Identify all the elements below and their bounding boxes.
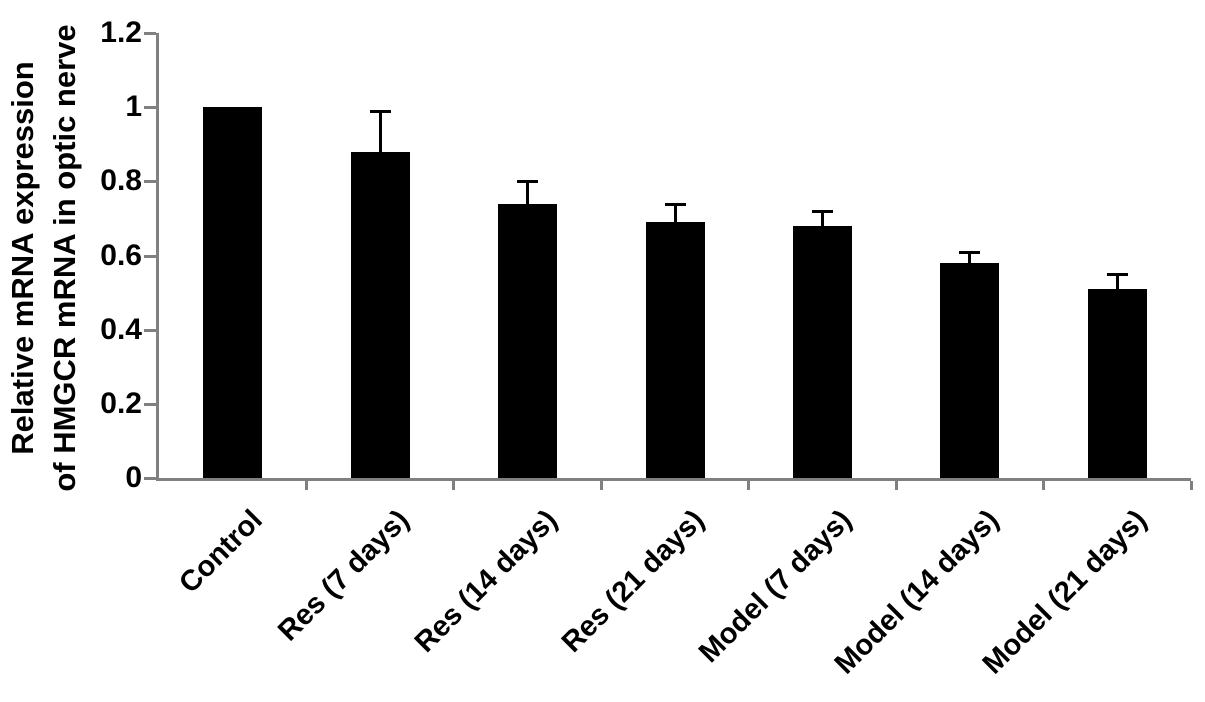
error-bar-cap <box>1106 273 1128 277</box>
y-axis-title-line1: Relative mRNA expression <box>5 61 40 455</box>
y-axis-title-line2: of HMGCR mRNA in optic nerve <box>47 24 82 492</box>
error-bar-stem <box>526 181 530 212</box>
error-bar-cap <box>811 210 833 213</box>
y-axis-tick-label: 0.8 <box>100 164 142 198</box>
error-bar-stem <box>1115 274 1119 297</box>
y-axis-tick-label: 1.2 <box>100 16 142 49</box>
y-axis-tick-label: 0 <box>125 461 142 494</box>
x-axis-tick <box>747 481 751 490</box>
bar-res-21-days <box>645 222 705 478</box>
y-axis-tick <box>144 402 156 406</box>
x-axis-tick <box>304 481 308 490</box>
x-axis-tick <box>599 481 603 490</box>
x-category-label: Model (21 days) <box>976 504 1153 681</box>
y-axis-title: Relative mRNA expression of HMGCR mRNA i… <box>2 0 86 518</box>
y-axis-tick-label: 0.4 <box>100 312 142 346</box>
y-axis-tick <box>144 328 156 332</box>
x-category-label: Res (14 days) <box>408 504 564 659</box>
x-category-label: Model (7 days) <box>692 504 859 670</box>
error-bar-cap <box>664 202 686 206</box>
error-bar-stem <box>820 211 824 234</box>
x-category-label: Res (21 days) <box>555 504 711 659</box>
y-axis-tick-label: 1 <box>125 90 142 124</box>
bar-model-7-days <box>792 225 852 478</box>
x-axis-tick <box>1189 481 1193 490</box>
x-axis-tick <box>894 481 898 490</box>
error-bar-cap <box>959 250 981 254</box>
bar-control <box>203 107 263 478</box>
y-axis-line <box>156 33 159 478</box>
x-axis-tick <box>1042 481 1046 490</box>
x-category-label: Res (7 days) <box>272 504 416 648</box>
error-bar-stem <box>968 251 972 271</box>
y-axis-tick-label: 0.6 <box>100 238 142 272</box>
bar-res-7-days <box>350 151 410 478</box>
x-axis-line <box>156 478 1191 481</box>
x-category-label: Control <box>172 504 269 600</box>
y-axis-tick <box>144 32 156 35</box>
error-bar-stem <box>673 203 677 231</box>
y-axis-tick <box>144 254 156 258</box>
y-axis-tick <box>144 477 156 480</box>
bar-res-14-days <box>498 203 558 478</box>
bar-model-21-days <box>1087 288 1147 478</box>
error-bar-stem <box>378 110 382 160</box>
x-axis-tick <box>452 481 456 490</box>
y-axis-tick <box>144 106 156 110</box>
y-axis-tick-label: 0.2 <box>100 386 142 420</box>
y-axis-tick <box>144 180 156 184</box>
error-bar-cap <box>517 180 539 184</box>
error-bar-cap <box>369 109 391 113</box>
bar-model-14-days <box>940 262 1000 478</box>
